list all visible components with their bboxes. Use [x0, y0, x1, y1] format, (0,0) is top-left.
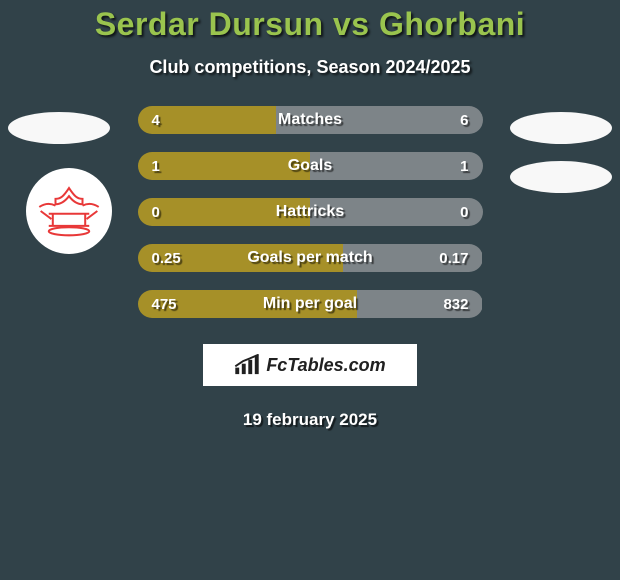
brand-text: FcTables.com: [266, 355, 385, 376]
stat-bar-right: [276, 106, 483, 134]
stat-bar-left: [138, 152, 311, 180]
brand-chart-icon: [234, 354, 260, 376]
stat-row: Min per goal475832: [138, 290, 483, 318]
stat-bar-left: [138, 290, 357, 318]
stat-bars: Matches46 Goals11 Hattricks00 Goals per mat…: [138, 106, 483, 318]
stat-bar-left: [138, 198, 311, 226]
comparison-arena: Matches46 Goals11 Hattricks00 Goals per mat…: [0, 106, 620, 318]
stat-row: Goals per match0.250.17: [138, 244, 483, 272]
stat-row: Goals11: [138, 152, 483, 180]
stat-bar-left: [138, 244, 343, 272]
club-left-avatar: [26, 168, 112, 254]
club-right-avatar: [510, 161, 612, 193]
stat-bar-right: [310, 198, 483, 226]
stat-bar-right: [310, 152, 483, 180]
page-subtitle: Club competitions, Season 2024/2025: [0, 57, 620, 78]
stat-row: Matches46: [138, 106, 483, 134]
page-title: Serdar Dursun vs Ghorbani: [0, 6, 620, 43]
stat-bar-right: [343, 244, 483, 272]
brand-badge: FcTables.com: [201, 342, 419, 388]
stat-bar-left: [138, 106, 276, 134]
player-left-avatar: [8, 112, 110, 144]
club-left-icon: [35, 184, 103, 238]
comparison-infographic: Serdar Dursun vs Ghorbani Club competiti…: [0, 0, 620, 580]
stat-row: Hattricks00: [138, 198, 483, 226]
stat-bar-right: [357, 290, 483, 318]
player-right-avatar: [510, 112, 612, 144]
date-label: 19 february 2025: [0, 410, 620, 430]
